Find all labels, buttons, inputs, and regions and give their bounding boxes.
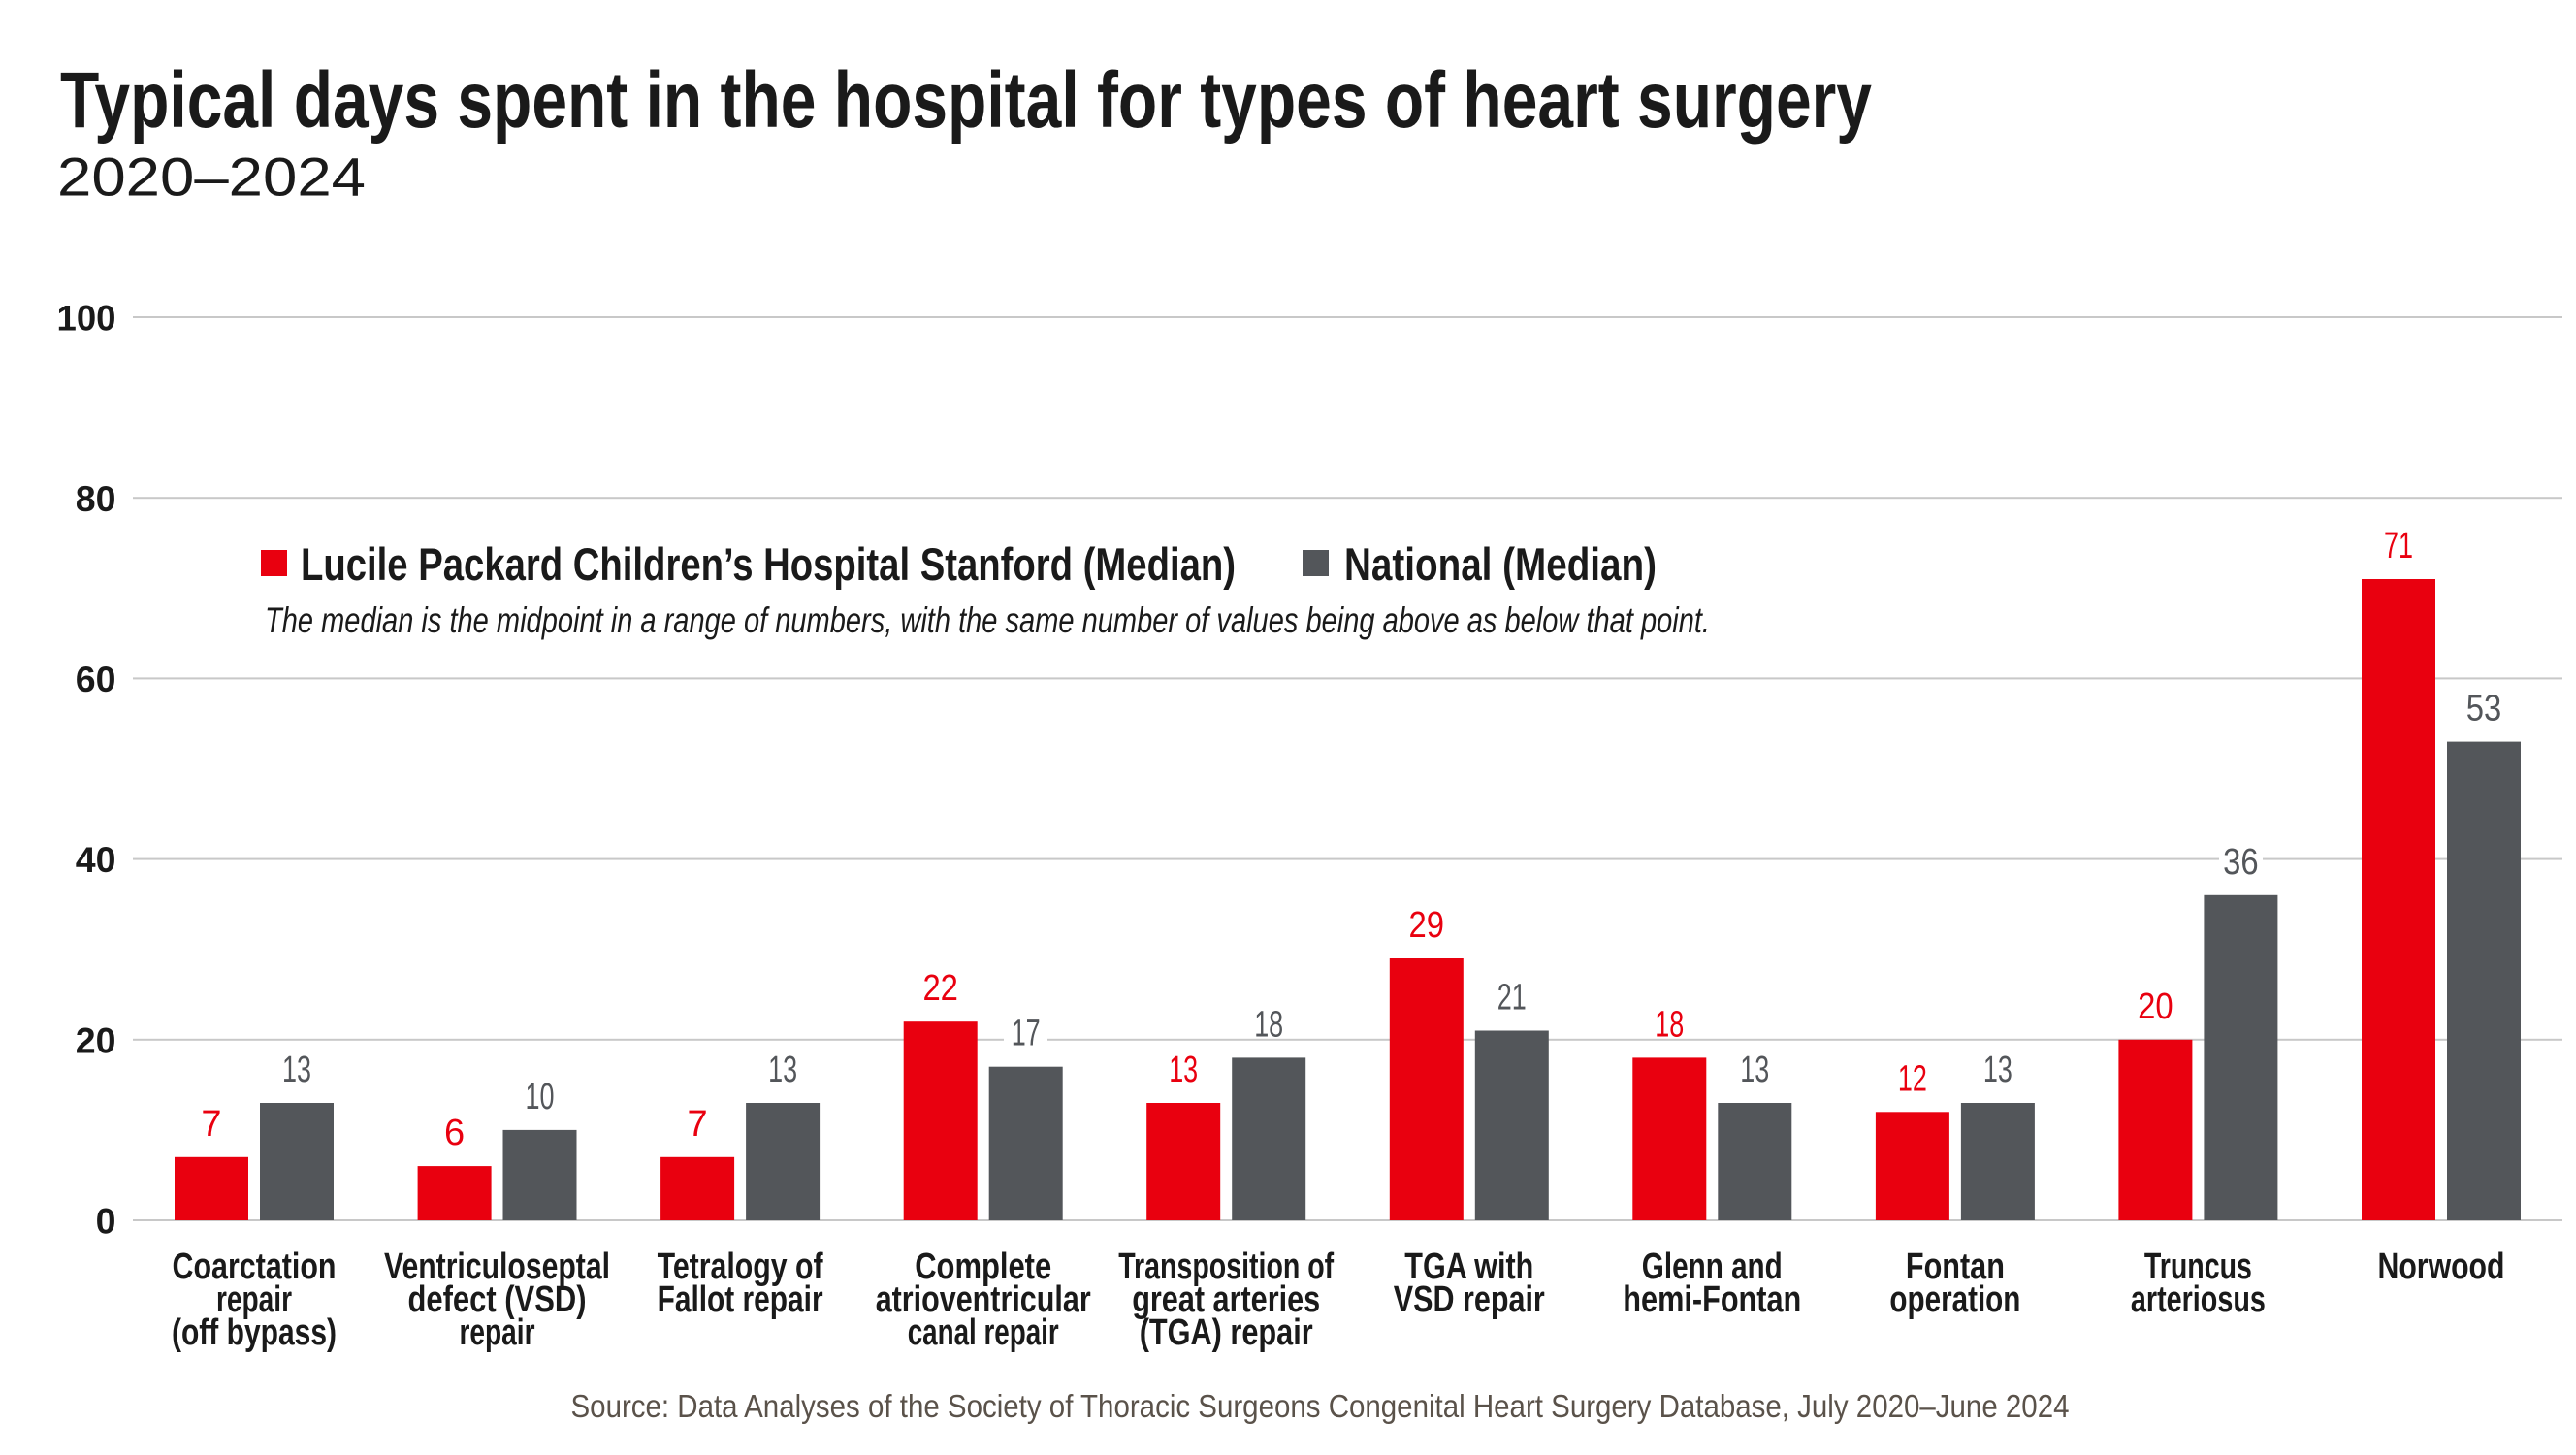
svg-text:10: 10 xyxy=(526,1077,555,1117)
svg-text:Norwood: Norwood xyxy=(2378,1246,2505,1287)
svg-text:40: 40 xyxy=(76,839,116,880)
svg-text:17: 17 xyxy=(1012,1014,1041,1054)
svg-text:80: 80 xyxy=(76,478,116,519)
svg-text:Lucile Packard Children’s Hosp: Lucile Packard Children’s Hospital Stanf… xyxy=(301,538,1236,590)
svg-text:53: 53 xyxy=(2466,689,2502,729)
svg-text:60: 60 xyxy=(76,659,116,699)
svg-text:21: 21 xyxy=(1497,978,1527,1018)
svg-text:20: 20 xyxy=(2138,986,2174,1027)
svg-text:13: 13 xyxy=(768,1050,797,1090)
svg-text:36: 36 xyxy=(2223,842,2259,883)
svg-text:The median is the midpoint in: The median is the midpoint in a range of… xyxy=(265,600,1710,640)
svg-text:7: 7 xyxy=(201,1104,221,1145)
svg-text:6: 6 xyxy=(444,1113,465,1153)
svg-text:13: 13 xyxy=(1983,1050,2012,1090)
svg-text:18: 18 xyxy=(1254,1004,1283,1045)
svg-text:7: 7 xyxy=(688,1104,708,1145)
svg-text:National (Median): National (Median) xyxy=(1344,538,1657,590)
svg-text:13: 13 xyxy=(282,1050,311,1090)
svg-text:Source: Data Analyses of the S: Source: Data Analyses of the Society of … xyxy=(571,1388,2070,1424)
svg-text:13: 13 xyxy=(1169,1050,1198,1090)
svg-text:18: 18 xyxy=(1655,1004,1684,1045)
svg-text:0: 0 xyxy=(96,1201,116,1242)
svg-text:2020–2024: 2020–2024 xyxy=(57,146,366,208)
svg-text:100: 100 xyxy=(57,298,116,339)
svg-text:29: 29 xyxy=(1409,905,1445,946)
svg-text:Typical days spent in the hosp: Typical days spent in the hospital for t… xyxy=(60,56,1872,145)
svg-text:22: 22 xyxy=(922,968,958,1009)
svg-text:71: 71 xyxy=(2384,526,2413,566)
svg-text:13: 13 xyxy=(1740,1050,1769,1090)
svg-text:12: 12 xyxy=(1898,1058,1927,1099)
svg-text:20: 20 xyxy=(76,1019,116,1060)
